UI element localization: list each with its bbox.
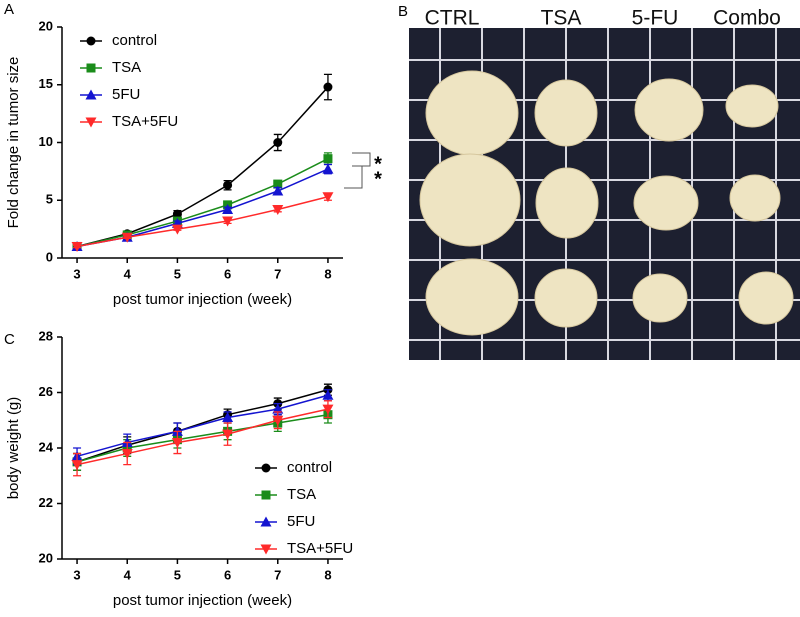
photo-label: 5-FU <box>632 7 679 30</box>
significance-brackets <box>344 152 371 189</box>
series-line <box>76 389 329 463</box>
series-line <box>76 394 329 458</box>
legend-label: TSA <box>287 486 316 503</box>
series-line <box>76 158 329 248</box>
tumors <box>419 70 794 336</box>
x-tick-label: 8 <box>324 567 331 582</box>
legend-label: TSA <box>112 59 141 76</box>
marker <box>323 82 333 92</box>
y-tick-label: 26 <box>39 384 53 399</box>
panel-label: C <box>4 331 15 348</box>
x-tick-label: 3 <box>73 567 80 582</box>
marker <box>71 460 83 471</box>
x-tick-label: 4 <box>124 266 132 281</box>
y-tick-label: 20 <box>39 18 53 33</box>
legend-label: control <box>112 32 157 49</box>
x-tick-label: 7 <box>274 266 281 281</box>
y-tick-label: 15 <box>39 76 53 91</box>
marker <box>121 232 133 243</box>
legend-label: TSA+5FU <box>112 113 178 130</box>
x-tick-label: 8 <box>324 266 331 281</box>
legend-marker <box>85 89 97 100</box>
y-axis-label: Fold change in tumor size <box>5 57 22 229</box>
photo-label: Combo <box>713 7 781 30</box>
marker <box>272 403 284 414</box>
marker <box>322 163 334 174</box>
marker <box>273 179 283 189</box>
marker <box>171 224 183 235</box>
series-line <box>76 168 329 248</box>
legend-label: TSA+5FU <box>287 540 353 557</box>
marker <box>172 209 182 219</box>
annotation: * <box>374 153 382 175</box>
marker <box>322 389 334 400</box>
marker <box>273 138 283 147</box>
legend-marker <box>260 544 272 555</box>
marker <box>71 241 83 252</box>
legend-marker <box>86 36 96 46</box>
marker <box>222 429 234 440</box>
marker <box>272 204 284 215</box>
x-tick-label: 6 <box>224 266 231 281</box>
marker <box>222 216 234 227</box>
photo-label: CTRL <box>425 7 480 30</box>
x-tick-label: 5 <box>174 567 181 582</box>
legend-marker <box>260 516 272 527</box>
series-line <box>76 408 329 466</box>
y-tick-label: 20 <box>39 550 53 565</box>
marker <box>322 192 334 203</box>
legend-marker <box>261 463 271 473</box>
legend-marker <box>85 117 97 128</box>
legend-marker <box>261 490 271 500</box>
panel-label: B <box>398 3 408 20</box>
x-tick-label: 7 <box>274 567 281 582</box>
legend-marker <box>86 63 96 73</box>
y-tick-label: 22 <box>39 495 53 510</box>
marker <box>322 404 334 415</box>
y-tick-label: 5 <box>46 192 53 207</box>
series-line <box>76 86 329 248</box>
legend-label: control <box>287 459 332 476</box>
x-axis-label: post tumor injection (week) <box>113 592 292 609</box>
series-line <box>76 196 329 248</box>
annotation: * <box>374 168 382 190</box>
marker <box>222 203 234 214</box>
marker <box>323 154 333 164</box>
marker <box>272 415 284 426</box>
y-tick-label: 10 <box>39 134 53 149</box>
legend-label: 5FU <box>112 86 140 103</box>
y-tick-label: 24 <box>39 439 54 454</box>
y-tick-label: 0 <box>46 249 53 264</box>
tumor-photo: CTRL TSA 5-FU Combo <box>409 7 800 360</box>
x-tick-label: 5 <box>174 266 181 281</box>
x-tick-label: 4 <box>124 567 132 582</box>
x-axis-label: post tumor injection (week) <box>113 291 292 308</box>
x-tick-label: 3 <box>73 266 80 281</box>
marker <box>121 449 133 460</box>
marker <box>222 411 234 422</box>
x-tick-label: 6 <box>224 567 231 582</box>
series-line <box>76 413 329 463</box>
marker <box>171 437 183 448</box>
marker <box>223 180 233 190</box>
legend-label: 5FU <box>287 513 315 530</box>
y-axis-label: body weight (g) <box>5 397 22 500</box>
y-tick-label: 28 <box>39 328 53 343</box>
marker <box>272 185 284 196</box>
photo-label: TSA <box>541 7 582 30</box>
panel-label: A <box>4 1 14 18</box>
